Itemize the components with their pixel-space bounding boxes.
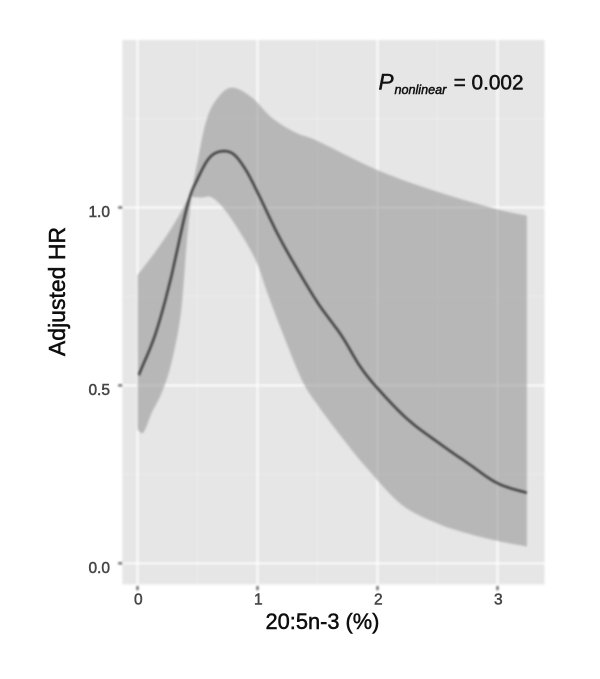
svg-text:20:5n-3 (%): 20:5n-3 (%): [266, 609, 380, 634]
svg-text:3: 3: [494, 592, 503, 609]
svg-text:nonlinear: nonlinear: [395, 83, 448, 97]
svg-text:0.5: 0.5: [88, 382, 110, 399]
svg-text:1: 1: [254, 592, 263, 609]
svg-text:= 0.002: = 0.002: [454, 71, 524, 94]
svg-text:0.0: 0.0: [88, 560, 110, 577]
svg-text:1.0: 1.0: [88, 204, 110, 221]
svg-text:0: 0: [134, 592, 143, 609]
svg-text:Adjusted HR: Adjusted HR: [44, 227, 70, 356]
svg-text:2: 2: [374, 592, 383, 609]
svg-text:P: P: [379, 69, 394, 94]
